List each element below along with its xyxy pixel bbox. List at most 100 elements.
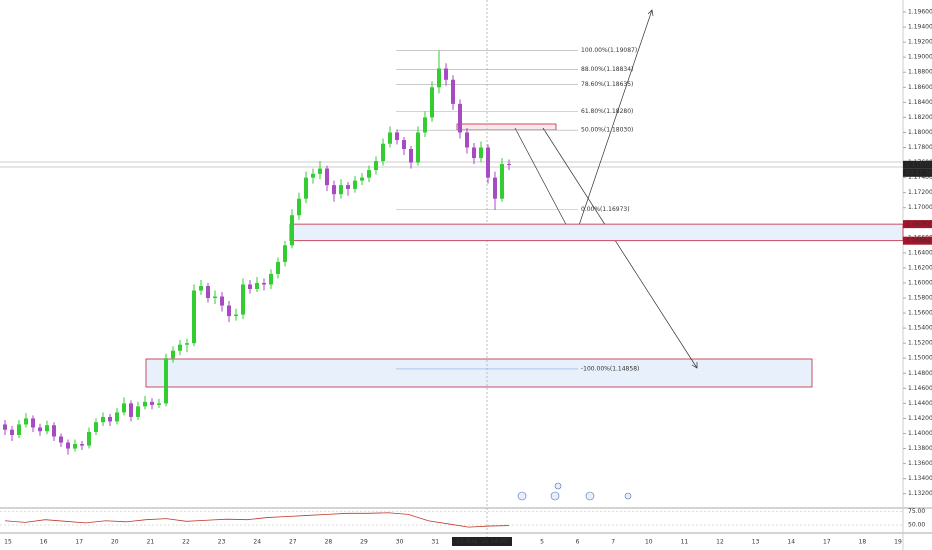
candle-body (213, 296, 217, 299)
x-tick-label: 13 (752, 539, 760, 546)
candle-body (45, 425, 49, 432)
candle-body (437, 68, 441, 88)
candle-body (500, 164, 504, 199)
candle-body (192, 290, 196, 344)
candle-body (185, 343, 189, 345)
candle-body (486, 147, 490, 178)
y-tick-label: 1.13600 (908, 460, 932, 467)
candle-body (346, 185, 350, 189)
y-tick-label: 1.16400 (908, 249, 932, 256)
y-tick-label: 1.14800 (908, 370, 932, 377)
osc-tick-label: 75.00 (908, 508, 925, 515)
candle-body (318, 168, 322, 174)
y-tick-label: 1.19200 (908, 39, 932, 46)
osc-tick-label: 50.00 (908, 522, 925, 529)
y-tick-label: 1.19600 (908, 9, 932, 16)
y-tick-label: 1.13400 (908, 475, 932, 482)
x-tick-label: 10 (645, 539, 653, 546)
candle-body (493, 177, 497, 199)
candle-body (157, 403, 161, 405)
candle-body (129, 403, 133, 417)
fib-label: 88.00%(1.18834) (581, 66, 633, 73)
x-tick-label: 6 (576, 539, 580, 546)
cursor-date: 02 Aug '20 14:00 (456, 538, 508, 545)
y-tick-label: 1.14200 (908, 415, 932, 422)
candle-body (290, 215, 294, 246)
zone-top-label: 1.16782 (906, 221, 931, 228)
candle-body (283, 245, 287, 262)
candle-body (465, 132, 469, 148)
candle-body (101, 416, 105, 423)
x-tick-label: 23 (218, 539, 226, 546)
candle-body (381, 143, 385, 162)
candle-body (339, 185, 343, 195)
y-tick-label: 1.16200 (908, 264, 932, 271)
candle-body (332, 185, 336, 195)
y-tick-label: 1.18800 (908, 69, 932, 76)
candle-body (59, 436, 63, 443)
candle-body (241, 284, 245, 315)
candle-body (52, 425, 56, 437)
x-tick-label: 29 (360, 539, 368, 546)
y-tick-label: 1.14000 (908, 430, 932, 437)
candle-body (220, 296, 224, 306)
candle-body (87, 431, 91, 446)
candle-body (353, 180, 357, 189)
zone-top-label-box (903, 220, 932, 229)
candle-body (115, 412, 119, 422)
candle-body (10, 429, 14, 435)
x-tick-label: 19 (894, 539, 902, 546)
candle-body (276, 261, 280, 274)
candle-body (108, 416, 112, 422)
candle-body (248, 284, 252, 289)
candle-body (73, 444, 77, 449)
candle-body (178, 344, 182, 351)
y-tick-label: 1.17400 (908, 174, 932, 181)
fib-label: -100.00%(1.14858) (581, 365, 639, 372)
y-tick-label: 1.15600 (908, 310, 932, 317)
candle-body (395, 132, 399, 140)
candle-body (94, 422, 98, 432)
x-tick-label: 16 (40, 539, 48, 546)
candle-body (199, 285, 203, 291)
y-tick-label: 1.15800 (908, 295, 932, 302)
y-tick-label: 1.18200 (908, 114, 932, 121)
candle-body (423, 117, 427, 133)
x-tick-label: 5 (540, 539, 544, 546)
y-tick-label: 1.13800 (908, 445, 932, 452)
fib-label: 61.80%(1.18280) (581, 108, 633, 115)
x-tick-label: 20 (111, 539, 119, 546)
x-tick-label: 28 (325, 539, 333, 546)
candle-body (311, 173, 315, 178)
zone-bottom-label: 1.16562 (906, 237, 931, 244)
candle-body (24, 418, 28, 425)
x-tick-label: 17 (75, 539, 83, 546)
candle-body (171, 350, 175, 359)
candle-body (234, 314, 238, 317)
candle-body (150, 401, 154, 405)
y-tick-label: 1.18600 (908, 84, 932, 91)
candle-body (297, 198, 301, 216)
candle-body (374, 161, 378, 171)
x-tick-label: 22 (182, 539, 190, 546)
x-tick-label: 30 (396, 539, 404, 546)
y-tick-label: 1.14600 (908, 385, 932, 392)
y-tick-label: 1.19000 (908, 54, 932, 61)
candle-body (479, 147, 483, 159)
x-tick-label: 24 (253, 539, 261, 546)
y-tick-label: 1.17200 (908, 189, 932, 196)
candle-body (430, 87, 434, 118)
candle-body (38, 427, 42, 432)
candle-body (17, 424, 21, 435)
x-tick-label: 31 (431, 539, 439, 546)
candle-body (325, 168, 329, 186)
fib-label: 0.00%(1.16973) (581, 206, 630, 213)
candle-body (66, 442, 70, 449)
candle-body (269, 273, 273, 285)
x-tick-label: 7 (611, 539, 615, 546)
candle-body (80, 444, 84, 446)
x-tick-label: 14 (787, 539, 795, 546)
x-tick-label: 12 (716, 539, 724, 546)
supply-zone (456, 123, 557, 131)
